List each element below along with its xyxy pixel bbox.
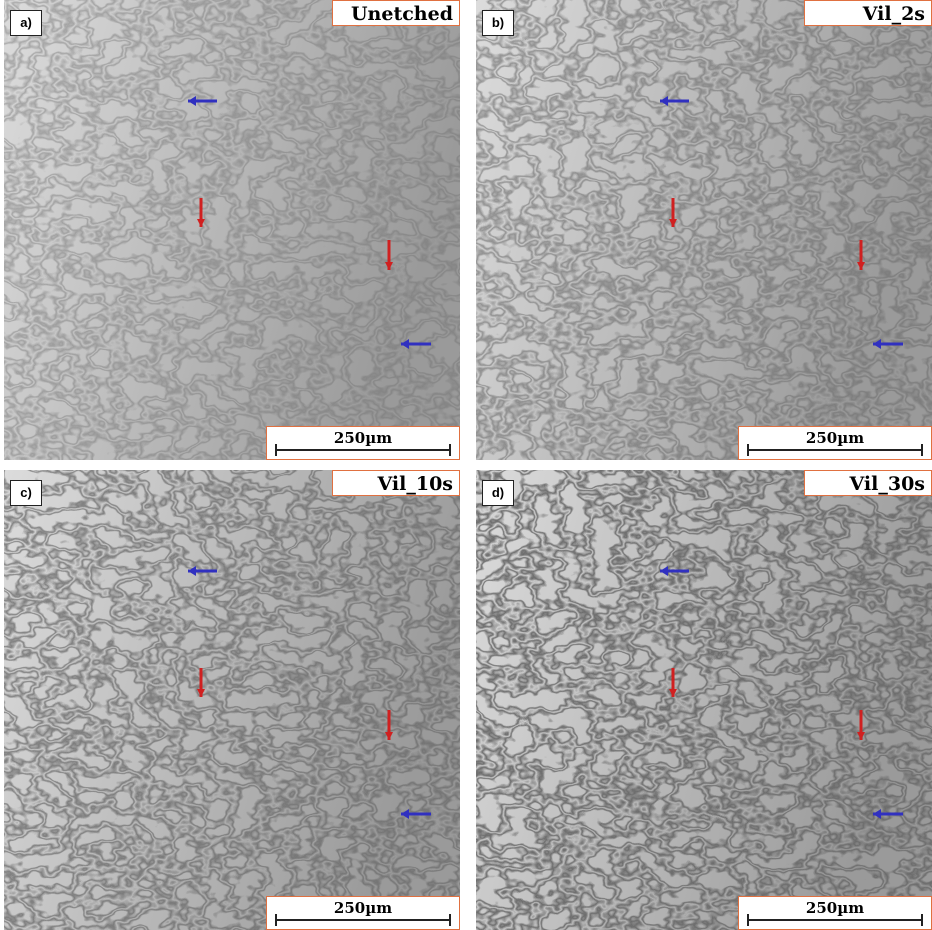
scale-bar: 250µm	[738, 896, 932, 930]
panel-label: b)	[482, 10, 514, 36]
microstructure	[476, 470, 932, 930]
scale-label: 250µm	[739, 429, 931, 447]
panel-title: Vil_30s	[804, 470, 932, 496]
micrograph	[4, 0, 460, 460]
panel-label: a)	[10, 10, 42, 36]
scale-bar: 250µm	[738, 426, 932, 460]
microstructure	[4, 0, 460, 460]
panel-title: Vil_2s	[804, 0, 932, 26]
scale-line	[275, 449, 451, 451]
microstructure	[476, 0, 932, 460]
scale-bar: 250µm	[266, 896, 460, 930]
scale-bar: 250µm	[266, 426, 460, 460]
microstructure	[4, 470, 460, 930]
micrograph	[476, 470, 932, 930]
scale-label: 250µm	[267, 899, 459, 917]
panel-title: Vil_10s	[332, 470, 460, 496]
panel-label: d)	[482, 480, 514, 506]
scale-label: 250µm	[739, 899, 931, 917]
panel-label: c)	[10, 480, 42, 506]
scale-line	[275, 919, 451, 921]
scale-label: 250µm	[267, 429, 459, 447]
micrograph-panel: a) Unetched 250µm	[4, 0, 460, 460]
panel-title: Unetched	[332, 0, 460, 26]
figure: a) Unetched 250µm b) Vil_2s 250µm c) Vil_10s 250…	[0, 0, 932, 930]
micrograph	[476, 0, 932, 460]
micrograph-panel: d) Vil_30s 250µm	[476, 470, 932, 930]
micrograph	[4, 470, 460, 930]
micrograph-panel: c) Vil_10s 250µm	[4, 470, 460, 930]
micrograph-panel: b) Vil_2s 250µm	[476, 0, 932, 460]
scale-line	[747, 449, 923, 451]
scale-line	[747, 919, 923, 921]
